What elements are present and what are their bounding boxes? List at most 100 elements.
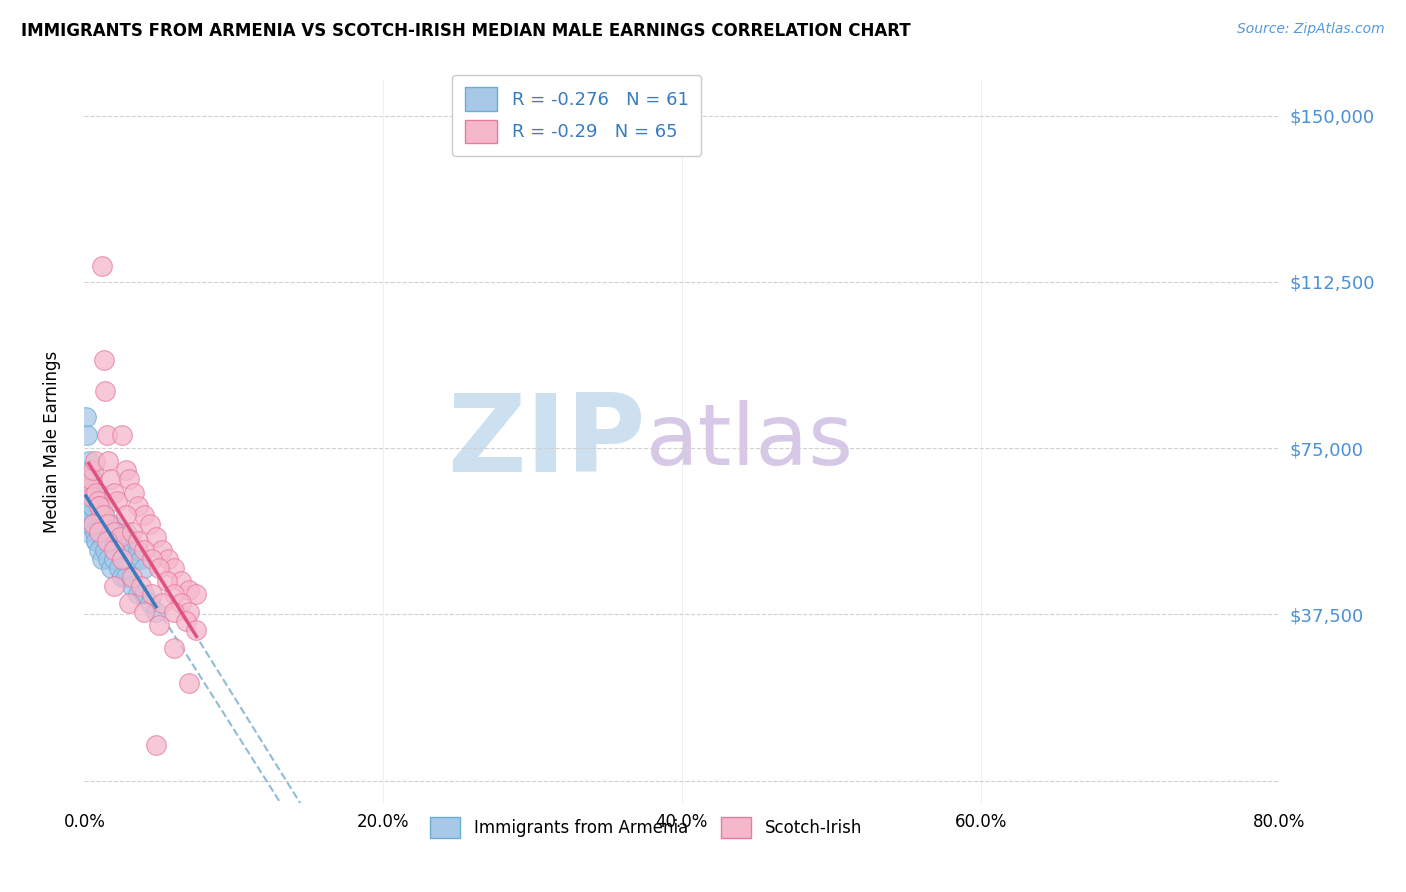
Point bbox=[110, 530, 132, 544]
Point bbox=[89, 543, 111, 558]
Point bbox=[103, 543, 125, 558]
Point bbox=[148, 618, 170, 632]
Point bbox=[82, 516, 104, 531]
Point bbox=[132, 561, 156, 575]
Point bbox=[97, 454, 120, 468]
Point bbox=[132, 605, 156, 619]
Point bbox=[141, 587, 163, 601]
Point bbox=[89, 525, 111, 540]
Point bbox=[105, 494, 128, 508]
Point bbox=[97, 534, 120, 549]
Point bbox=[104, 525, 127, 540]
Point bbox=[76, 472, 98, 486]
Point bbox=[110, 543, 132, 558]
Point bbox=[186, 623, 208, 637]
Legend: Immigrants from Armenia, Scotch-Irish: Immigrants from Armenia, Scotch-Irish bbox=[423, 810, 869, 845]
Point bbox=[121, 543, 143, 558]
Point bbox=[79, 463, 101, 477]
Point bbox=[141, 552, 163, 566]
Point bbox=[118, 534, 141, 549]
Point bbox=[132, 508, 156, 522]
Y-axis label: Median Male Earnings: Median Male Earnings bbox=[42, 351, 60, 533]
Point bbox=[145, 605, 167, 619]
Point bbox=[148, 561, 170, 575]
Point bbox=[121, 525, 143, 540]
Point bbox=[124, 552, 146, 566]
Point bbox=[127, 499, 149, 513]
Point bbox=[155, 574, 177, 589]
Point bbox=[93, 352, 115, 367]
Point bbox=[150, 596, 173, 610]
Text: IMMIGRANTS FROM ARMENIA VS SCOTCH-IRISH MEDIAN MALE EARNINGS CORRELATION CHART: IMMIGRANTS FROM ARMENIA VS SCOTCH-IRISH … bbox=[21, 22, 911, 40]
Point bbox=[103, 485, 125, 500]
Point bbox=[86, 499, 108, 513]
Point bbox=[77, 481, 100, 495]
Point bbox=[83, 454, 105, 468]
Point bbox=[150, 543, 173, 558]
Point bbox=[93, 508, 115, 522]
Point bbox=[89, 490, 111, 504]
Point bbox=[114, 539, 136, 553]
Point bbox=[177, 676, 200, 690]
Point bbox=[90, 508, 112, 522]
Point bbox=[94, 525, 117, 540]
Point bbox=[107, 561, 129, 575]
Point bbox=[79, 472, 101, 486]
Point bbox=[170, 574, 193, 589]
Point bbox=[157, 552, 180, 566]
Point bbox=[103, 579, 125, 593]
Point bbox=[115, 463, 138, 477]
Point bbox=[103, 552, 125, 566]
Point bbox=[80, 472, 103, 486]
Point bbox=[86, 485, 108, 500]
Point bbox=[86, 534, 108, 549]
Point bbox=[145, 738, 167, 752]
Point bbox=[94, 384, 117, 398]
Point bbox=[96, 516, 118, 531]
Point bbox=[163, 640, 186, 655]
Point bbox=[118, 596, 141, 610]
Point bbox=[186, 587, 208, 601]
Point bbox=[129, 552, 152, 566]
Point bbox=[91, 260, 114, 274]
Point bbox=[111, 428, 134, 442]
Point bbox=[83, 525, 105, 540]
Point bbox=[103, 525, 125, 540]
Point bbox=[91, 534, 114, 549]
Point bbox=[177, 605, 200, 619]
Point bbox=[97, 516, 120, 531]
Point bbox=[174, 614, 197, 628]
Point bbox=[77, 490, 100, 504]
Point bbox=[132, 543, 156, 558]
Point bbox=[122, 485, 145, 500]
Point bbox=[170, 596, 193, 610]
Point bbox=[127, 587, 149, 601]
Point bbox=[82, 516, 104, 531]
Point bbox=[115, 508, 138, 522]
Point bbox=[80, 499, 103, 513]
Text: atlas: atlas bbox=[647, 400, 853, 483]
Point bbox=[89, 499, 111, 513]
Point bbox=[103, 543, 125, 558]
Point bbox=[93, 508, 115, 522]
Point bbox=[100, 472, 122, 486]
Point bbox=[82, 516, 104, 531]
Point bbox=[87, 494, 110, 508]
Point bbox=[98, 525, 121, 540]
Point bbox=[75, 410, 97, 425]
Point bbox=[82, 481, 104, 495]
Point bbox=[129, 579, 152, 593]
Point bbox=[139, 516, 162, 531]
Text: ZIP: ZIP bbox=[447, 389, 647, 494]
Point bbox=[115, 525, 138, 540]
Point bbox=[80, 508, 103, 522]
Point bbox=[121, 579, 143, 593]
Point bbox=[111, 570, 134, 584]
Point bbox=[163, 587, 186, 601]
Point bbox=[86, 534, 108, 549]
Point bbox=[94, 543, 117, 558]
Point bbox=[83, 490, 105, 504]
Point bbox=[79, 508, 101, 522]
Point bbox=[100, 561, 122, 575]
Point bbox=[121, 570, 143, 584]
